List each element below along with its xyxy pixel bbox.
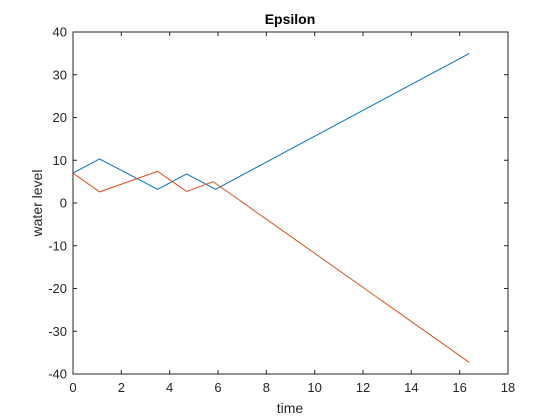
plot-area bbox=[72, 31, 509, 375]
x-tick-label: 4 bbox=[166, 380, 173, 395]
x-tick-label: 2 bbox=[118, 380, 125, 395]
y-tick-label: -10 bbox=[48, 238, 67, 253]
x-axis-label: time bbox=[277, 400, 304, 416]
y-tick-label: 10 bbox=[53, 153, 67, 168]
x-tick-label: 16 bbox=[452, 380, 466, 395]
y-axis-label: water level bbox=[29, 170, 45, 238]
x-tick-label: 6 bbox=[214, 380, 221, 395]
x-tick-label: 18 bbox=[501, 380, 515, 395]
x-tick-label: 12 bbox=[356, 380, 370, 395]
y-tick-label: 40 bbox=[53, 25, 67, 40]
chart-title: Epsilon bbox=[265, 11, 316, 27]
series-group bbox=[72, 52, 470, 363]
y-tick-label: 0 bbox=[60, 196, 67, 211]
y-tick-label: -30 bbox=[48, 324, 67, 339]
x-tick-label: 14 bbox=[404, 380, 418, 395]
x-tick-label: 8 bbox=[263, 380, 270, 395]
y-axis-ticks: -40 -30 -20 -10 0 10 20 30 40 bbox=[48, 25, 508, 382]
series-line-2 bbox=[72, 170, 470, 363]
x-axis-ticks: 0 2 4 6 8 10 12 14 16 18 bbox=[69, 32, 515, 395]
y-tick-label: 30 bbox=[53, 67, 67, 82]
y-tick-label: 20 bbox=[53, 110, 67, 125]
x-tick-label: 0 bbox=[69, 380, 76, 395]
y-tick-label: -20 bbox=[48, 281, 67, 296]
x-tick-label: 10 bbox=[307, 380, 321, 395]
y-tick-label: -40 bbox=[48, 367, 67, 382]
